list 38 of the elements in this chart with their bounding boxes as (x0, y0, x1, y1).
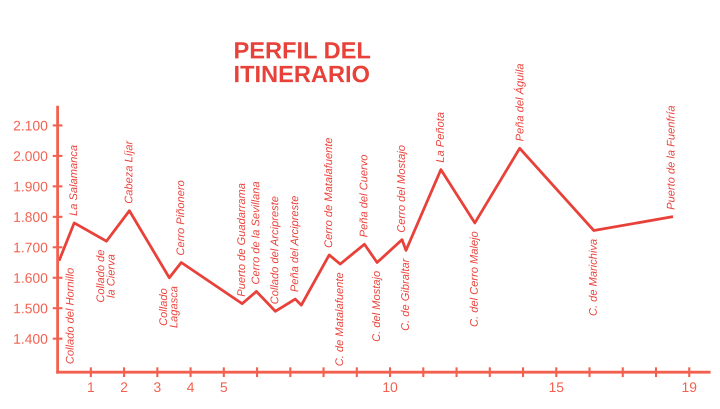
x-tick-label: 2 (120, 382, 128, 392)
annotation: Cabeza Líjar (124, 140, 135, 204)
annotation: Cerro de la Sevillana (251, 182, 260, 284)
annotation: La Peñota (436, 112, 444, 162)
annotation: C. del Cerro Malejo (470, 232, 480, 326)
annotation: Peña del Águila (514, 64, 526, 141)
y-tick-label: 1.400 (14, 334, 48, 344)
y-tick-label: 1.700 (14, 242, 48, 252)
x-tick-label: 1 (88, 382, 94, 392)
annotation: Cerro de Matalafuente (324, 138, 332, 248)
x-tick-label: 5 (220, 382, 228, 392)
y-tick-label: 1.900 (14, 182, 48, 192)
x-tick-label: 10 (383, 382, 398, 392)
x-tick-label: 19 (682, 382, 696, 392)
x-tick-label: 3 (154, 382, 161, 392)
y-tick-label: 2.000 (14, 151, 48, 162)
annotation: Peña del Arcipreste (290, 196, 300, 292)
y-tick-label: 1.500 (14, 304, 48, 314)
x-tick-label: 4 (187, 382, 194, 392)
y-tick-label: 2.100 (14, 120, 48, 131)
annotation: Collado del Arcipreste (270, 196, 281, 304)
annotation: Collado de la Cierva (96, 250, 115, 302)
annotation: Puerto de la Fuenfría (666, 106, 675, 210)
annotation: Puerto de Guadarrama (236, 183, 246, 296)
chart-title: PERFIL DEL ITINERARIO (235, 42, 370, 82)
annotation: Peña del Cuervo (359, 154, 368, 237)
x-tick-label: 15 (550, 382, 564, 392)
annotation: Collado Lagasca (158, 286, 180, 328)
annotation: Cerro Piñonero (176, 180, 184, 255)
annotation: Collado del Hornillo (66, 268, 74, 364)
annotation: Cerro del Mostajo (396, 145, 408, 232)
y-tick-label: 1.600 (14, 273, 48, 283)
y-tick-label: 1.800 (14, 212, 48, 222)
annotation: C. de Gibraltar (400, 258, 409, 330)
annotation: C. del Mostajo (372, 271, 382, 342)
annotation: C. de Matalafuente (335, 272, 344, 366)
annotation: La Salamanca (69, 145, 78, 216)
annotation: C. de Marichiva (588, 239, 597, 316)
